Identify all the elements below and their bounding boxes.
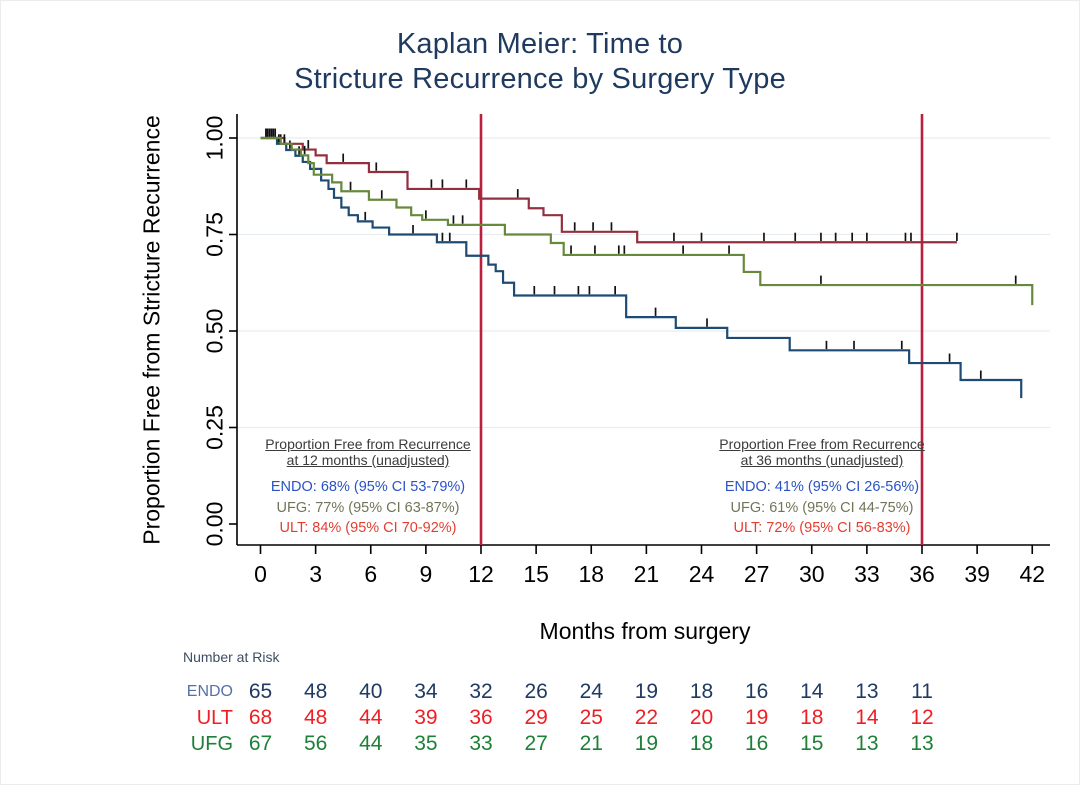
x-tick-label: 18 (578, 561, 604, 587)
risk-value: 33 (469, 732, 493, 755)
risk-value: 36 (469, 706, 493, 729)
y-tick-label: 0.25 (201, 405, 227, 450)
annotation-12-heading-line1: Proportion Free from Recurrence (265, 436, 471, 452)
risk-value: 20 (689, 706, 714, 729)
risk-value: 12 (910, 706, 934, 729)
annotation-12-endo: ENDO: 68% (95% CI 53-79%) (270, 479, 466, 495)
chart-title-line2: Stricture Recurrence by Surgery Type (294, 63, 786, 95)
risk-value: 40 (359, 680, 383, 703)
risk-value: 48 (303, 706, 328, 729)
x-tick-label: 33 (854, 561, 880, 587)
y-tick-label: 1.00 (201, 116, 227, 161)
y-tick-label: 0.50 (201, 309, 227, 354)
risk-value: 14 (800, 680, 824, 703)
annotation-36-heading-line2: at 36 months (unadjusted) (740, 452, 904, 468)
risk-value: 19 (634, 732, 659, 755)
x-tick-label: 24 (689, 561, 715, 587)
risk-value: 67 (248, 732, 273, 755)
risk-value: 48 (303, 680, 328, 703)
risk-row-label-endo: ENDO (186, 683, 233, 700)
risk-value: 24 (579, 680, 603, 703)
annotation-12-heading-line2: at 12 months (unadjusted) (286, 452, 450, 468)
risk-value: 18 (800, 706, 824, 729)
annotation-36-months: Proportion Free from Recurrence at 36 mo… (692, 436, 952, 539)
risk-value: 34 (414, 680, 438, 703)
chart-title-line1: Kaplan Meier: Time to (396, 28, 684, 60)
risk-value: 13 (910, 732, 934, 755)
risk-value: 19 (744, 706, 769, 729)
risk-value: 65 (248, 680, 273, 703)
x-tick-label: 9 (419, 561, 432, 587)
risk-value: 18 (689, 680, 714, 703)
annotation-12-months: Proportion Free from Recurrence at 12 mo… (238, 436, 498, 539)
risk-value: 16 (744, 732, 769, 755)
x-tick-label: 12 (468, 561, 494, 587)
risk-value: 68 (248, 706, 273, 729)
risk-value: 44 (359, 706, 383, 729)
risk-value: 11 (911, 680, 933, 703)
y-tick-label: 0.75 (201, 212, 227, 257)
risk-value: 35 (414, 732, 438, 755)
risk-value: 13 (855, 732, 879, 755)
risk-row-label-ult: ULT (196, 707, 233, 729)
x-tick-label: 30 (799, 561, 825, 587)
risk-value: 14 (855, 706, 879, 729)
risk-value: 39 (414, 706, 438, 729)
risk-value: 15 (800, 732, 824, 755)
chart-title: Kaplan Meier: Time to Stricture Recurren… (0, 27, 1080, 97)
annotation-36-endo: ENDO: 41% (95% CI 26-56%) (724, 479, 920, 495)
annotation-36-heading-line1: Proportion Free from Recurrence (719, 436, 925, 452)
x-tick-label: 39 (964, 561, 990, 587)
risk-value: 22 (634, 706, 659, 729)
endo-survival-curve (260, 136, 1023, 399)
ufg-survival-curve (260, 136, 1034, 306)
risk-value: 44 (359, 732, 383, 755)
risk-value: 25 (579, 706, 603, 729)
annotation-36-ult: ULT: 72% (95% CI 56-83%) (733, 520, 911, 536)
risk-value: 21 (579, 732, 603, 755)
risk-value: 26 (524, 680, 548, 703)
annotation-12-ufg: UFG: 77% (95% CI 63-87%) (276, 499, 460, 516)
y-tick-label: 0.00 (201, 502, 227, 547)
risk-value: 32 (469, 680, 493, 703)
x-tick-label: 15 (523, 561, 549, 587)
x-tick-label: 27 (744, 561, 770, 587)
x-tick-label: 42 (1019, 561, 1045, 587)
x-tick-label: 36 (909, 561, 935, 587)
risk-row-label-ufg: UFG (190, 733, 233, 755)
x-tick-label: 3 (309, 561, 322, 587)
risk-value: 13 (855, 680, 879, 703)
annotation-12-ult: ULT: 84% (95% CI 70-92%) (279, 520, 457, 536)
risk-value: 18 (689, 732, 714, 755)
x-tick-label: 0 (254, 561, 267, 587)
x-tick-label: 6 (364, 561, 377, 587)
x-tick-label: 21 (634, 561, 660, 587)
risk-value: 27 (524, 732, 548, 755)
risk-table-header: Number at Risk (183, 649, 280, 665)
risk-value: 29 (524, 706, 548, 729)
annotation-36-ufg: UFG: 61% (95% CI 44-75%) (730, 499, 914, 516)
risk-value: 19 (634, 680, 659, 703)
x-axis-title: Months from surgery (539, 618, 751, 644)
risk-value: 16 (744, 680, 769, 703)
ult-survival-curve (260, 136, 957, 244)
risk-value: 56 (303, 732, 328, 755)
